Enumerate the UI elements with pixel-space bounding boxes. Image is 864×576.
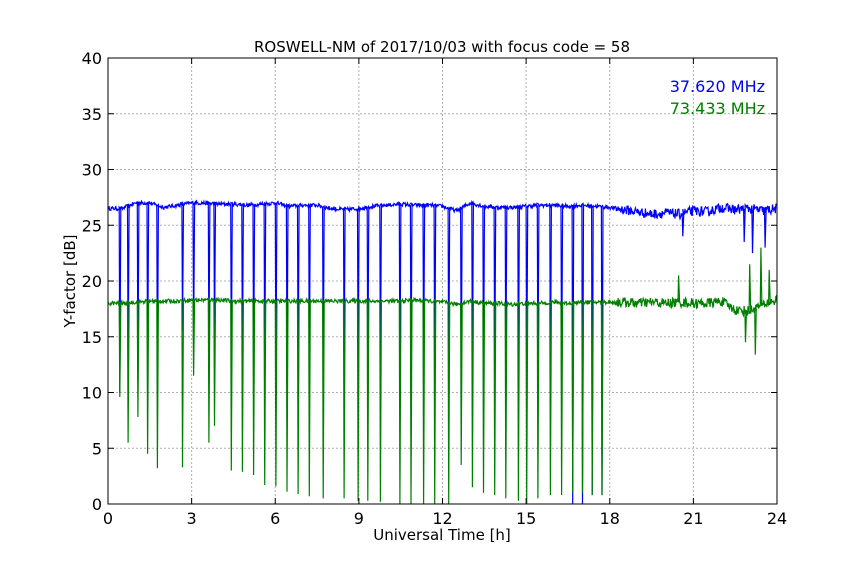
x-axis-label: Universal Time [h] — [373, 526, 511, 544]
x-tick-label: 21 — [683, 509, 703, 528]
chart-title: ROSWELL-NM of 2017/10/03 with focus code… — [254, 38, 630, 56]
y-tick-label: 30 — [82, 161, 102, 180]
axis-ticks — [107, 57, 778, 505]
y-tick-label: 25 — [82, 216, 102, 235]
y-tick-label: 5 — [92, 439, 102, 458]
y-tick-label: 35 — [82, 105, 102, 124]
y-tick-label: 40 — [82, 49, 102, 68]
x-tick-label: 3 — [187, 509, 197, 528]
x-tick-label: 24 — [767, 509, 787, 528]
series-2 — [107, 247, 778, 505]
y-tick-label: 20 — [82, 272, 102, 291]
y-tick-label: 15 — [82, 328, 102, 347]
y-axis-label: Y-factor [dB] — [61, 234, 79, 328]
x-tick-label: 12 — [432, 509, 452, 528]
y-tick-label: 10 — [82, 384, 102, 403]
legend-entry: 73.433 MHz — [670, 99, 765, 118]
series-line — [107, 247, 778, 505]
x-tick-label: 15 — [516, 509, 536, 528]
legend-entry: 37.620 MHz — [670, 77, 765, 96]
series-line — [107, 199, 778, 505]
x-tick-label: 6 — [270, 509, 280, 528]
plot-series — [107, 199, 778, 505]
x-tick-label: 0 — [103, 509, 113, 528]
tick-labels: 0 3 6 9 12 15 18 21 24 0 5 10 15 20 25 30 35 40 — [82, 49, 788, 528]
series-1 — [107, 199, 778, 505]
x-tick-label: 18 — [600, 509, 620, 528]
legend: 37.620 MHz 73.433 MHz — [670, 77, 765, 118]
x-tick-label: 9 — [354, 509, 364, 528]
y-tick-label: 0 — [92, 495, 102, 514]
